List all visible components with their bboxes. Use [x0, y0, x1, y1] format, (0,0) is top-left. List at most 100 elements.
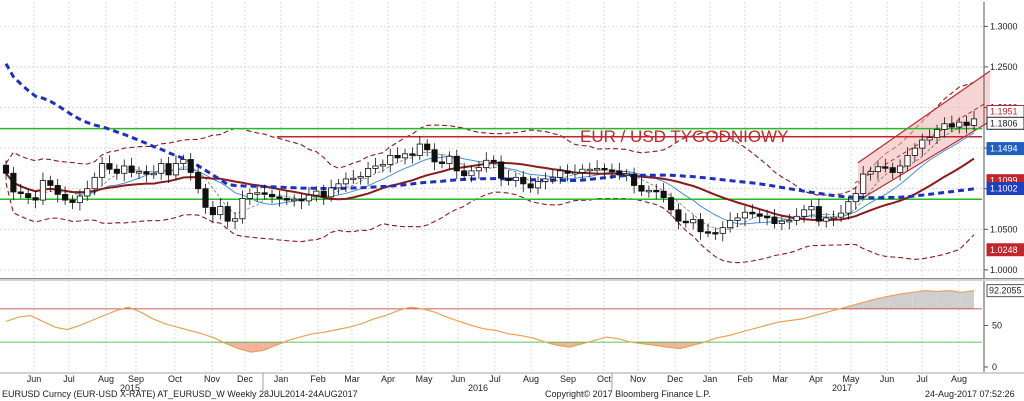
candle-bullish [246, 193, 253, 199]
candle-bearish [749, 211, 756, 215]
candle-bearish [106, 163, 113, 170]
candle-bullish [180, 159, 187, 164]
y-axis: 1.00001.05001.10001.15001.20001.25001.30… [983, 2, 1018, 278]
x-tick-label: Jul [63, 374, 75, 384]
osc-overbought-fill [961, 290, 974, 309]
candle-bullish [594, 168, 601, 171]
price-tag [986, 116, 1024, 130]
osc-value-label: 92.2055 [989, 286, 1022, 296]
bollinger-lower [5, 182, 975, 264]
candle-bearish [202, 188, 209, 208]
candle-bullish [837, 212, 845, 218]
osc-overbought-fill [912, 290, 925, 309]
candle-bullish [172, 163, 180, 176]
candle-bullish [860, 173, 867, 194]
candle-bearish [195, 172, 202, 190]
candle-bearish [165, 163, 172, 176]
candle-bullish [941, 123, 948, 130]
osc-oversold-fill [251, 342, 264, 353]
candle-bearish [47, 180, 54, 186]
candle-bearish [224, 206, 231, 222]
price-tag [986, 182, 1024, 196]
x-tick-label: Dec [237, 374, 254, 384]
candle-bullish [549, 176, 556, 180]
candle-bullish [475, 167, 482, 172]
candle-bullish [800, 209, 808, 217]
candle-bullish [719, 227, 726, 234]
x-tick-label: Feb [310, 374, 326, 384]
candle-bullish [468, 170, 475, 177]
osc-overbought-fill [875, 296, 889, 309]
candle-bullish [416, 143, 423, 156]
candle-bearish [268, 193, 276, 198]
candle-bearish [564, 170, 571, 174]
osc-oversold-fill [238, 342, 252, 353]
candle-bullish [645, 189, 652, 193]
candle-bullish [76, 195, 83, 203]
candle-bullish [897, 165, 904, 173]
candle-bearish [771, 216, 778, 225]
candle-bearish [283, 198, 290, 201]
candle-bullish [335, 183, 342, 189]
candle-bearish [764, 215, 771, 219]
price-tag-label: 1.1806 [990, 118, 1018, 128]
candle-bearish [490, 159, 497, 163]
candle-bullish [483, 159, 490, 168]
candle-bearish [616, 170, 623, 176]
candle-bullish [365, 168, 372, 177]
candle-bearish [653, 189, 660, 193]
chart-title: EUR / USD TYGODNIOWY [580, 127, 788, 146]
x-tick-label: Apr [809, 374, 823, 384]
candle-bearish [320, 190, 327, 198]
candle-bearish [453, 155, 460, 172]
candle-bullish [727, 219, 734, 229]
candle-bearish [704, 231, 712, 234]
candle-bullish [39, 180, 47, 201]
candle-bullish [84, 188, 91, 197]
candle-bullish [91, 176, 98, 190]
candle-bullish [512, 176, 519, 181]
osc-overbought-fill [900, 292, 913, 309]
x-tick-label: Aug [523, 374, 539, 384]
price-tag-label: 1.1494 [990, 144, 1018, 154]
candle-bullish [534, 180, 542, 189]
candle-bearish [54, 185, 61, 195]
candle-bearish [62, 193, 69, 201]
x-tick-label: Jun [880, 374, 895, 384]
candle-bullish [734, 217, 741, 221]
osc-overbought-fill [937, 290, 950, 309]
candle-bullish [121, 165, 128, 174]
candle-bullish [741, 211, 748, 219]
osc-overbought-fill [863, 298, 876, 309]
x-tick-label: Mar [344, 374, 360, 384]
x-tick-label: Mar [772, 374, 788, 384]
y-tick-label: 1.2500 [990, 62, 1018, 72]
candle-bullish [291, 198, 298, 202]
x-year-label: 2017 [832, 383, 852, 393]
candle-bearish [712, 232, 719, 235]
candle-bullish [919, 139, 926, 149]
candle-bullish [845, 201, 852, 214]
x-tick-label: Jan [703, 374, 718, 384]
candle-bullish [933, 129, 941, 138]
x-tick-label: May [842, 374, 860, 384]
candle-bullish [217, 206, 224, 216]
price-tag-label: 1.0248 [990, 245, 1018, 255]
candle-bearish [394, 155, 401, 159]
x-tick-label: May [415, 374, 433, 384]
candle-bullish [874, 166, 881, 173]
moving-average-long [4, 62, 975, 200]
x-tick-label: Oct [168, 374, 183, 384]
osc-overbought-fill [851, 302, 864, 309]
candle-bearish [113, 168, 120, 174]
candle-bearish [261, 192, 268, 195]
osc-y-tick-label: 0 [992, 362, 997, 372]
candle-bullish [926, 137, 933, 141]
candlesticks [2, 110, 978, 242]
price-tag [986, 142, 1024, 156]
candle-bearish [209, 206, 216, 216]
x-axis: Jun Jul Aug Sep Oct Nov Dec Jan Feb Mar Apr May Jun J… [0, 372, 1024, 393]
candle-bullish [350, 177, 357, 181]
footer-timestamp: 24-Aug-2017 07:52:26 [925, 389, 1015, 399]
